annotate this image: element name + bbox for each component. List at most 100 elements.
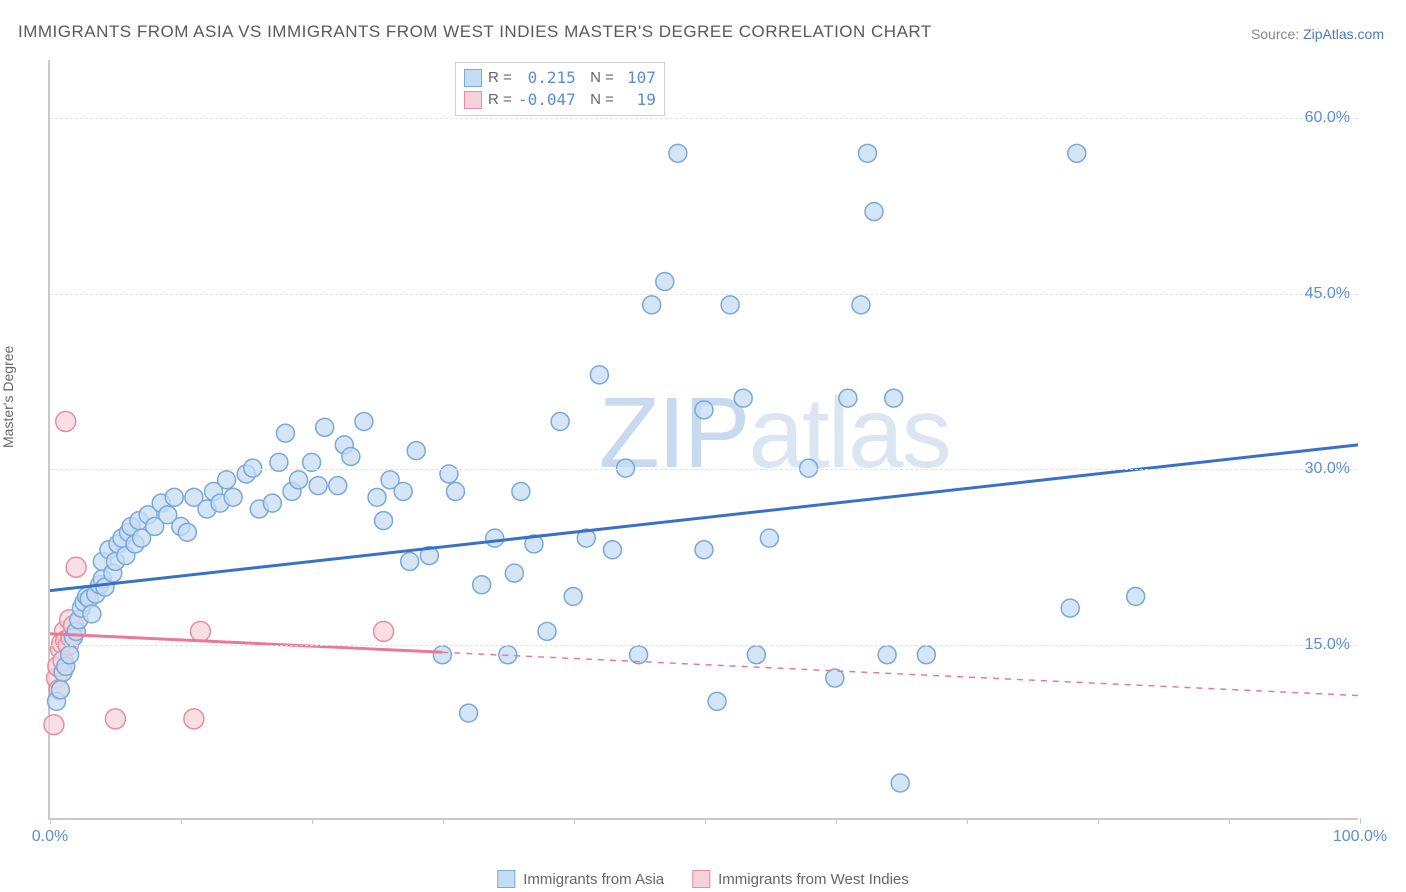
asia-point bbox=[342, 448, 360, 466]
source-link[interactable]: ZipAtlas.com bbox=[1303, 26, 1384, 42]
source-attribution: Source: ZipAtlas.com bbox=[1251, 26, 1384, 42]
asia-point bbox=[1068, 144, 1086, 162]
asia-point bbox=[276, 424, 294, 442]
swatch-wi-icon bbox=[692, 870, 710, 888]
gridline bbox=[50, 118, 1358, 119]
stats-r-wi: -0.047 bbox=[518, 89, 576, 111]
asia-point bbox=[1127, 587, 1145, 605]
x-tick bbox=[836, 818, 837, 824]
asia-point bbox=[178, 523, 196, 541]
stats-r-asia: 0.215 bbox=[518, 67, 576, 89]
legend-label-asia: Immigrants from Asia bbox=[523, 871, 664, 888]
x-tick bbox=[967, 818, 968, 824]
asia-point bbox=[394, 483, 412, 501]
y-tick-label: 30.0% bbox=[1305, 460, 1350, 478]
x-tick bbox=[1229, 818, 1230, 824]
asia-point bbox=[309, 477, 327, 495]
asia-point bbox=[551, 413, 569, 431]
y-axis-label: Master's Degree bbox=[0, 346, 16, 448]
asia-point bbox=[290, 471, 308, 489]
asia-point bbox=[695, 401, 713, 419]
source-prefix: Source: bbox=[1251, 26, 1303, 42]
asia-point bbox=[401, 552, 419, 570]
asia-point bbox=[760, 529, 778, 547]
x-tick bbox=[1360, 818, 1361, 824]
asia-point bbox=[51, 681, 69, 699]
asia-point bbox=[603, 541, 621, 559]
west_indies-point bbox=[190, 621, 210, 641]
x-tick-label: 0.0% bbox=[32, 828, 68, 846]
asia-point bbox=[878, 646, 896, 664]
stats-n-wi: 19 bbox=[620, 89, 656, 111]
asia-point bbox=[473, 576, 491, 594]
asia-point bbox=[669, 144, 687, 162]
asia-point bbox=[564, 587, 582, 605]
asia-point bbox=[83, 605, 101, 623]
gridline bbox=[50, 645, 1358, 646]
west_indies-point bbox=[44, 715, 64, 735]
asia-point bbox=[885, 389, 903, 407]
asia-point bbox=[747, 646, 765, 664]
asia-point bbox=[486, 529, 504, 547]
stats-row-asia: R = 0.215 N = 107 bbox=[464, 67, 656, 89]
west_indies-trendline-extrapolated bbox=[442, 652, 1358, 695]
asia-point bbox=[368, 488, 386, 506]
asia-point bbox=[355, 413, 373, 431]
gridline bbox=[50, 294, 1358, 295]
asia-point bbox=[891, 774, 909, 792]
asia-point bbox=[61, 646, 79, 664]
asia-point bbox=[224, 488, 242, 506]
asia-point bbox=[505, 564, 523, 582]
asia-point bbox=[316, 418, 334, 436]
gridline bbox=[50, 469, 1358, 470]
asia-point bbox=[852, 296, 870, 314]
stats-n-asia: 107 bbox=[620, 67, 656, 89]
asia-point bbox=[165, 488, 183, 506]
asia-point bbox=[800, 459, 818, 477]
asia-point bbox=[446, 483, 464, 501]
asia-point bbox=[1061, 599, 1079, 617]
x-tick bbox=[50, 818, 51, 824]
legend-label-wi: Immigrants from West Indies bbox=[718, 871, 909, 888]
swatch-wi-icon bbox=[464, 91, 482, 109]
asia-point bbox=[329, 477, 347, 495]
asia-point bbox=[734, 389, 752, 407]
asia-point bbox=[917, 646, 935, 664]
x-tick bbox=[705, 818, 706, 824]
asia-point bbox=[218, 471, 236, 489]
asia-point bbox=[433, 646, 451, 664]
asia-point bbox=[590, 366, 608, 384]
stats-row-wi: R = -0.047 N = 19 bbox=[464, 89, 656, 111]
asia-point bbox=[708, 692, 726, 710]
x-tick bbox=[312, 818, 313, 824]
asia-point bbox=[859, 144, 877, 162]
stats-r-label: R = bbox=[488, 67, 512, 89]
plot-area: ZIPatlas 15.0%30.0%45.0%60.0%0.0%100.0% bbox=[48, 60, 1358, 820]
asia-point bbox=[617, 459, 635, 477]
swatch-asia-icon bbox=[497, 870, 515, 888]
west_indies-point bbox=[56, 412, 76, 432]
stats-r-label: R = bbox=[488, 89, 512, 111]
asia-point bbox=[643, 296, 661, 314]
y-tick-label: 45.0% bbox=[1305, 285, 1350, 303]
y-tick-label: 15.0% bbox=[1305, 636, 1350, 654]
asia-point bbox=[695, 541, 713, 559]
x-tick bbox=[1098, 818, 1099, 824]
x-tick bbox=[181, 818, 182, 824]
asia-point bbox=[721, 296, 739, 314]
stats-n-label: N = bbox=[582, 67, 614, 89]
chart-svg bbox=[50, 60, 1358, 818]
asia-point bbox=[375, 512, 393, 530]
x-tick-label: 100.0% bbox=[1333, 828, 1387, 846]
west_indies-point bbox=[374, 621, 394, 641]
asia-point bbox=[865, 203, 883, 221]
asia-point bbox=[538, 622, 556, 640]
legend-item-asia: Immigrants from Asia bbox=[497, 870, 664, 888]
asia-point bbox=[440, 465, 458, 483]
asia-point bbox=[244, 459, 262, 477]
bottom-legend: Immigrants from Asia Immigrants from Wes… bbox=[497, 870, 908, 888]
stats-legend: R = 0.215 N = 107 R = -0.047 N = 19 bbox=[455, 62, 665, 116]
legend-item-wi: Immigrants from West Indies bbox=[692, 870, 909, 888]
asia-point bbox=[460, 704, 478, 722]
asia-point bbox=[656, 273, 674, 291]
